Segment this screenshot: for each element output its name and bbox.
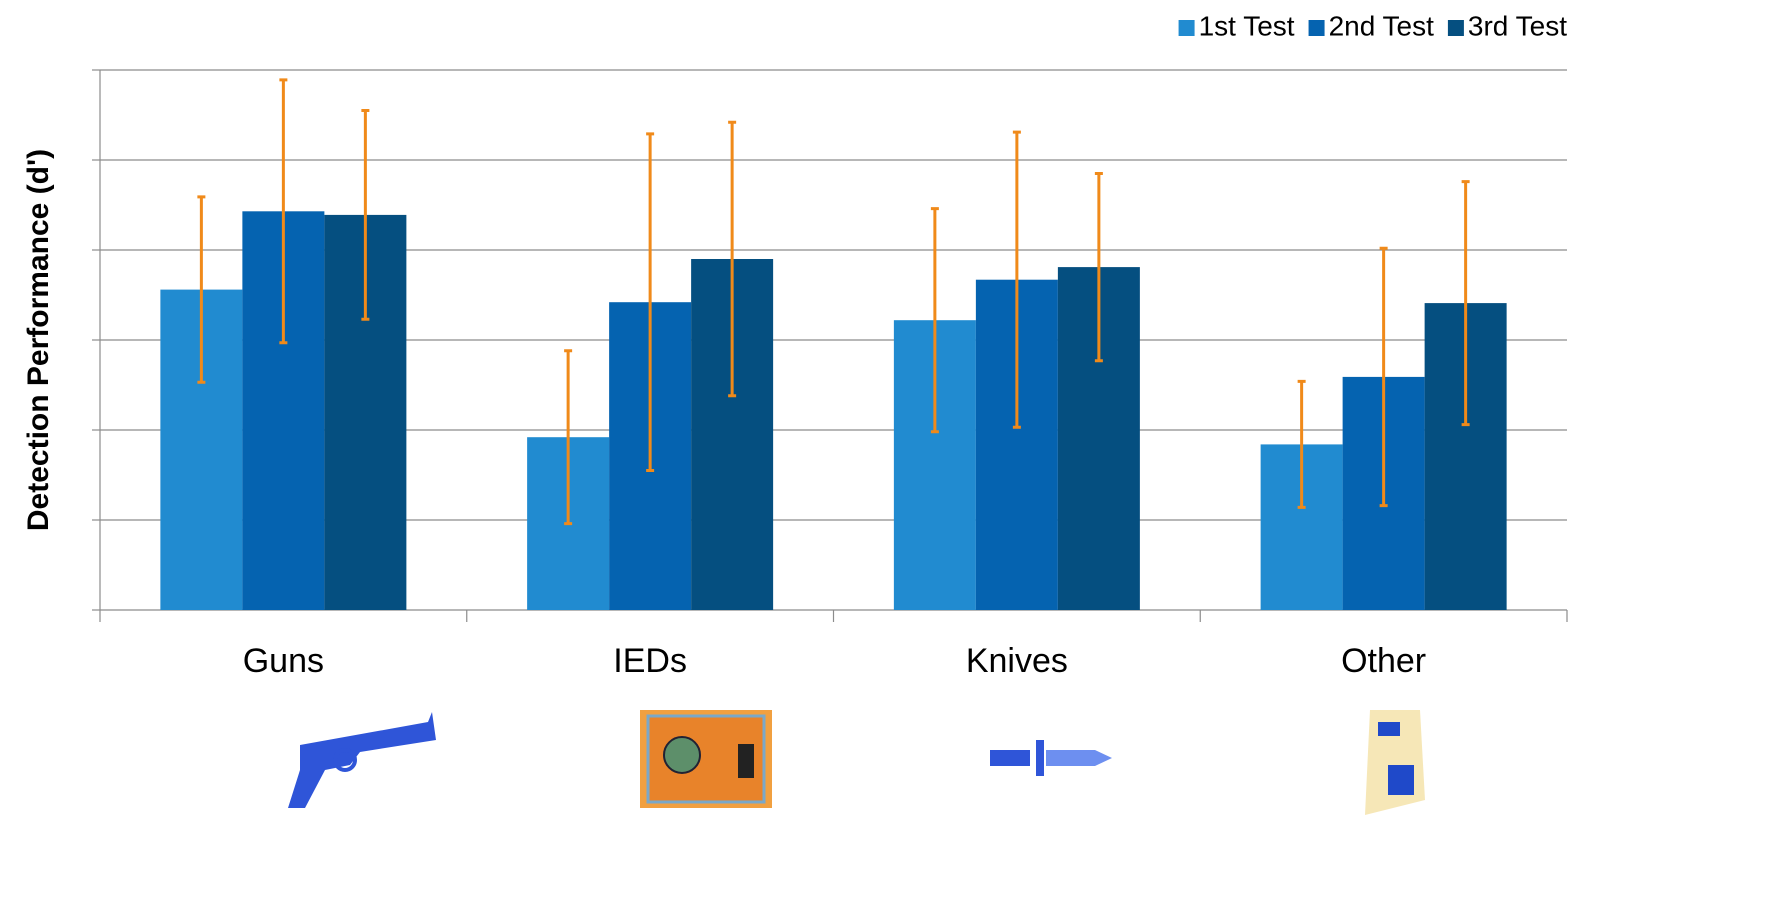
knife-icon [990, 740, 1112, 776]
error-bar [646, 132, 655, 472]
legend-swatch [1178, 20, 1195, 36]
y-axis-title: Detection Performance (d') [22, 149, 55, 531]
error-bar [1297, 379, 1306, 509]
error-bar [1094, 172, 1103, 363]
legend-label: 3rd Test [1468, 10, 1567, 41]
gun-icon [288, 712, 436, 808]
legend-swatch [1308, 20, 1325, 36]
category-icons [288, 710, 1425, 815]
other-icon [1365, 710, 1425, 815]
legend-label: 2nd Test [1329, 10, 1435, 41]
legend-label: 1st Test [1199, 10, 1295, 41]
error-bar [1461, 180, 1470, 427]
x-tick-label: Other [1341, 642, 1426, 680]
error-bar [930, 207, 939, 434]
error-bar [1012, 130, 1021, 429]
error-bar [279, 78, 288, 345]
error-bar [197, 195, 206, 384]
error-bar [361, 109, 370, 321]
ied-icon [640, 710, 772, 808]
legend-swatch [1447, 20, 1464, 36]
error-bar [564, 349, 573, 526]
x-tick-label: Guns [243, 642, 324, 680]
x-tick-label: IEDs [613, 642, 687, 680]
x-tick-label: Knives [966, 642, 1068, 680]
error-bar [1379, 246, 1388, 508]
error-bar [728, 120, 737, 398]
